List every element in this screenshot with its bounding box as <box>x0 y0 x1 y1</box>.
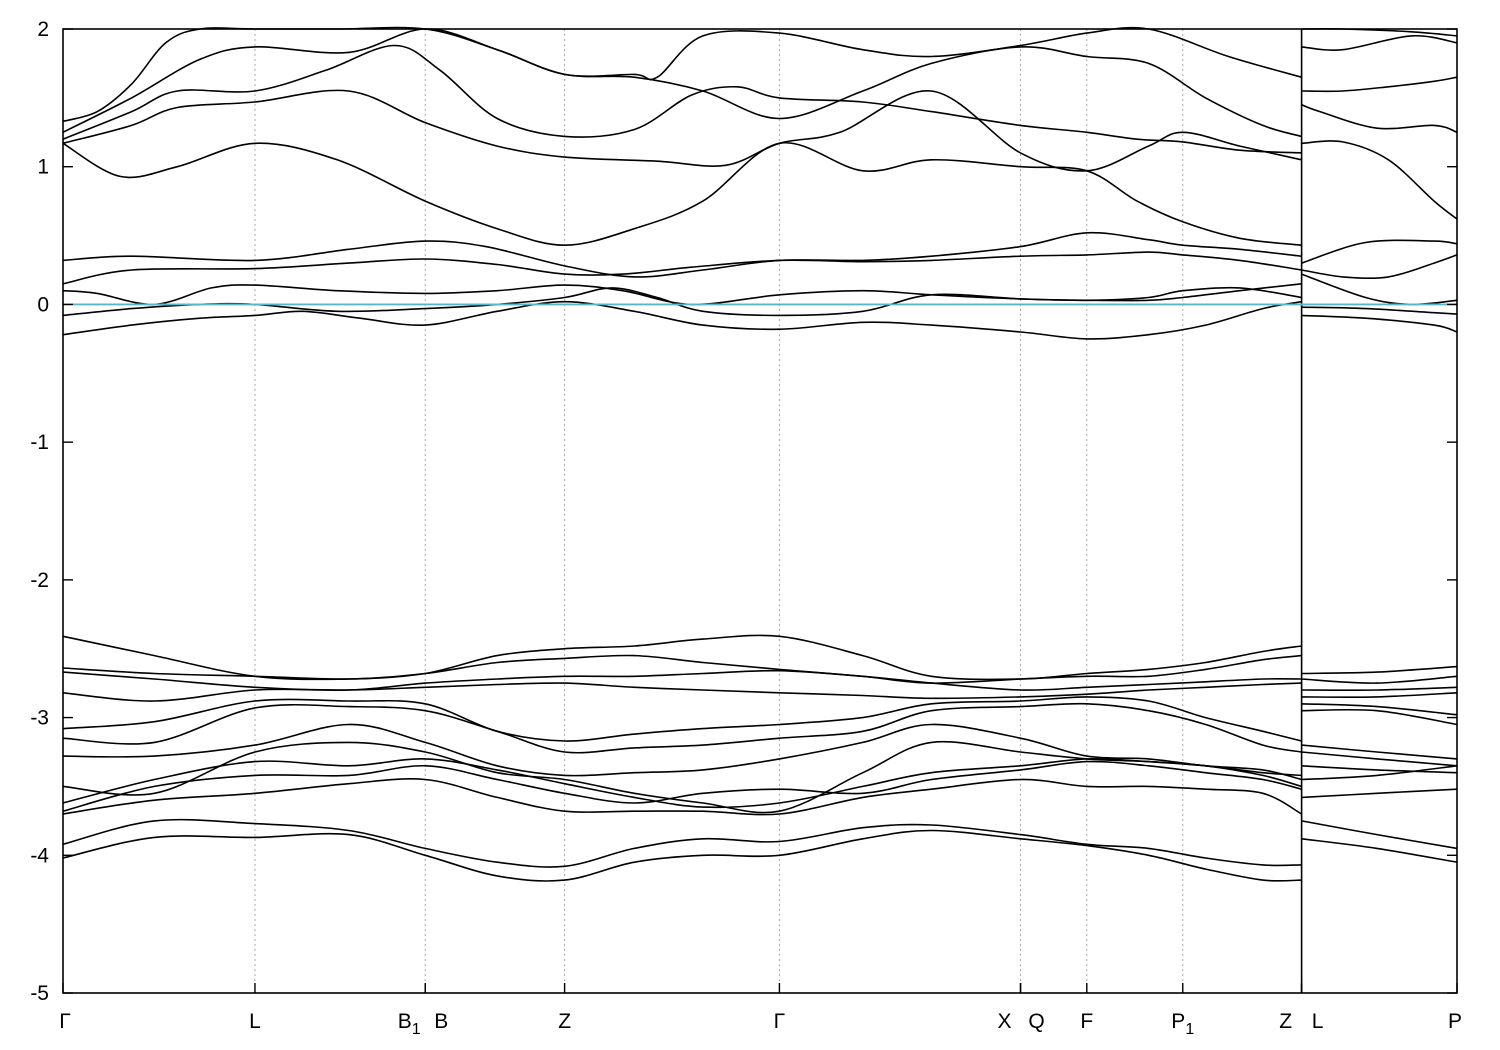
x-tick-label-z: Z <box>558 1010 571 1033</box>
band-line-28 <box>62 696 1302 742</box>
band-line-35 <box>1301 751 1458 767</box>
band-line-5 <box>1301 76 1458 93</box>
plot-frame <box>62 28 1458 994</box>
band-line-30 <box>62 702 1302 754</box>
x-tick-label-x: X <box>998 1010 1012 1033</box>
y-tick-label: -1 <box>30 431 49 454</box>
band-line-14 <box>62 283 1302 306</box>
band-line-16 <box>62 286 1302 317</box>
band-line-34 <box>62 740 1302 814</box>
band-line-32 <box>62 723 1302 781</box>
band-line-9 <box>1301 27 1458 37</box>
band-line-17 <box>1301 306 1458 315</box>
x-tick-label-γ: Γ <box>774 1010 786 1033</box>
band-line-21 <box>1301 665 1458 675</box>
band-line-26 <box>62 682 1302 702</box>
band-line-33 <box>1301 744 1458 760</box>
band-line-4 <box>62 44 1302 154</box>
x-tick-label-γ: Γ <box>59 1010 71 1033</box>
y-tick-label: 1 <box>37 156 49 179</box>
band-line-25 <box>1301 686 1458 692</box>
band-line-11 <box>1301 239 1458 264</box>
band-line-24 <box>62 669 1302 691</box>
band-line-22 <box>62 654 1302 684</box>
band-line-20 <box>62 634 1302 681</box>
band-lines <box>62 26 1458 882</box>
x-tick-label-p: P1 <box>1171 1010 1194 1038</box>
x-tick-label-z: Z <box>1279 1010 1292 1033</box>
band-line-19 <box>1301 314 1458 333</box>
band-line-41 <box>1301 788 1458 799</box>
x-tick-label-q: Q <box>1028 1010 1044 1033</box>
x-tick-label-b: B <box>434 1010 448 1033</box>
band-line-37 <box>1301 765 1458 774</box>
band-line-42 <box>62 818 1302 868</box>
high-symmetry-gridlines <box>254 29 1303 993</box>
band-line-31 <box>1301 708 1458 726</box>
band-line-10 <box>62 231 1302 278</box>
band-line-39 <box>1301 765 1458 781</box>
band-line-40 <box>62 778 1302 816</box>
band-line-45 <box>1301 838 1458 863</box>
y-tick-label: 0 <box>37 293 49 316</box>
band-line-1 <box>1301 140 1458 220</box>
band-line-29 <box>1301 703 1458 716</box>
band-line-13 <box>1301 254 1458 280</box>
y-tick-label: -2 <box>30 569 49 592</box>
x-tick-label-f: F <box>1080 1010 1093 1033</box>
x-tick-label-p: P <box>1448 1010 1462 1033</box>
y-tick-label: -5 <box>30 982 49 1005</box>
band-line-27 <box>1301 692 1458 699</box>
band-line-43 <box>1301 820 1458 850</box>
y-tick-label: -4 <box>30 844 49 867</box>
band-line-3 <box>1301 103 1458 134</box>
band-line-0 <box>62 141 1302 247</box>
band-line-12 <box>62 251 1302 285</box>
band-line-2 <box>62 89 1302 172</box>
y-tick-label: 2 <box>37 18 49 41</box>
x-tick-label-l: L <box>1312 1010 1324 1033</box>
band-line-44 <box>62 829 1302 882</box>
band-line-36 <box>62 757 1302 809</box>
x-tick-label-b: B1 <box>398 1010 421 1038</box>
x-tick-label-l: L <box>249 1010 261 1033</box>
band-line-38 <box>62 760 1302 812</box>
band-line-7 <box>1301 35 1458 51</box>
band-line-8 <box>62 26 1302 123</box>
band-line-15 <box>1301 273 1458 306</box>
band-line-6 <box>62 28 1302 138</box>
x-axis-ticks: Γ L B1 B Z Γ X Q F P1 Z L P <box>59 983 1462 1038</box>
band-line-18 <box>62 300 1302 340</box>
y-tick-label: -3 <box>30 707 49 730</box>
band-line-23 <box>1301 675 1458 684</box>
